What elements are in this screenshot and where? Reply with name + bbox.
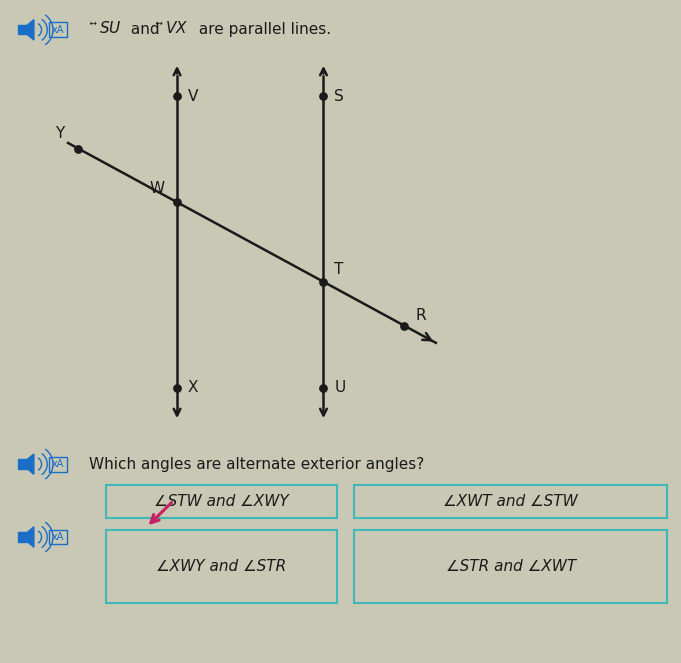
Point xyxy=(399,320,410,331)
Point xyxy=(172,383,183,393)
Text: Which angles are alternate exterior angles?: Which angles are alternate exterior angl… xyxy=(89,457,424,471)
Bar xyxy=(106,485,337,518)
Text: U: U xyxy=(334,381,346,395)
Text: ∠XWT and ∠STW: ∠XWT and ∠STW xyxy=(443,495,578,509)
Polygon shape xyxy=(18,459,27,469)
Point xyxy=(318,276,329,287)
Text: ∠STW and ∠XWY: ∠STW and ∠XWY xyxy=(154,495,289,509)
Polygon shape xyxy=(27,454,34,474)
Polygon shape xyxy=(27,20,34,40)
Point xyxy=(172,197,183,208)
Text: $\overleftrightarrow{SU}$: $\overleftrightarrow{SU}$ xyxy=(89,20,121,36)
Text: xA: xA xyxy=(52,459,64,469)
Text: xA: xA xyxy=(52,532,64,542)
Text: Y: Y xyxy=(55,127,65,141)
Text: and: and xyxy=(126,23,165,37)
Point xyxy=(172,91,183,101)
Text: X: X xyxy=(188,381,198,395)
Text: ∠XWY and ∠STR: ∠XWY and ∠STR xyxy=(156,560,287,574)
Bar xyxy=(354,530,667,603)
Polygon shape xyxy=(18,532,27,542)
Point xyxy=(318,91,329,101)
Text: xA: xA xyxy=(52,25,64,35)
Text: W: W xyxy=(150,180,165,196)
Bar xyxy=(354,485,667,518)
Polygon shape xyxy=(18,25,27,34)
Text: ∠STR and ∠XWT: ∠STR and ∠XWT xyxy=(445,560,576,574)
Point xyxy=(73,143,84,154)
Polygon shape xyxy=(27,527,34,547)
Bar xyxy=(106,530,337,603)
Point xyxy=(318,383,329,393)
Text: R: R xyxy=(415,308,426,323)
Text: S: S xyxy=(334,89,344,103)
Text: V: V xyxy=(188,89,198,103)
Text: $\overleftrightarrow{VX}$: $\overleftrightarrow{VX}$ xyxy=(155,20,189,36)
Text: are parallel lines.: are parallel lines. xyxy=(194,23,331,37)
Text: T: T xyxy=(334,263,344,277)
